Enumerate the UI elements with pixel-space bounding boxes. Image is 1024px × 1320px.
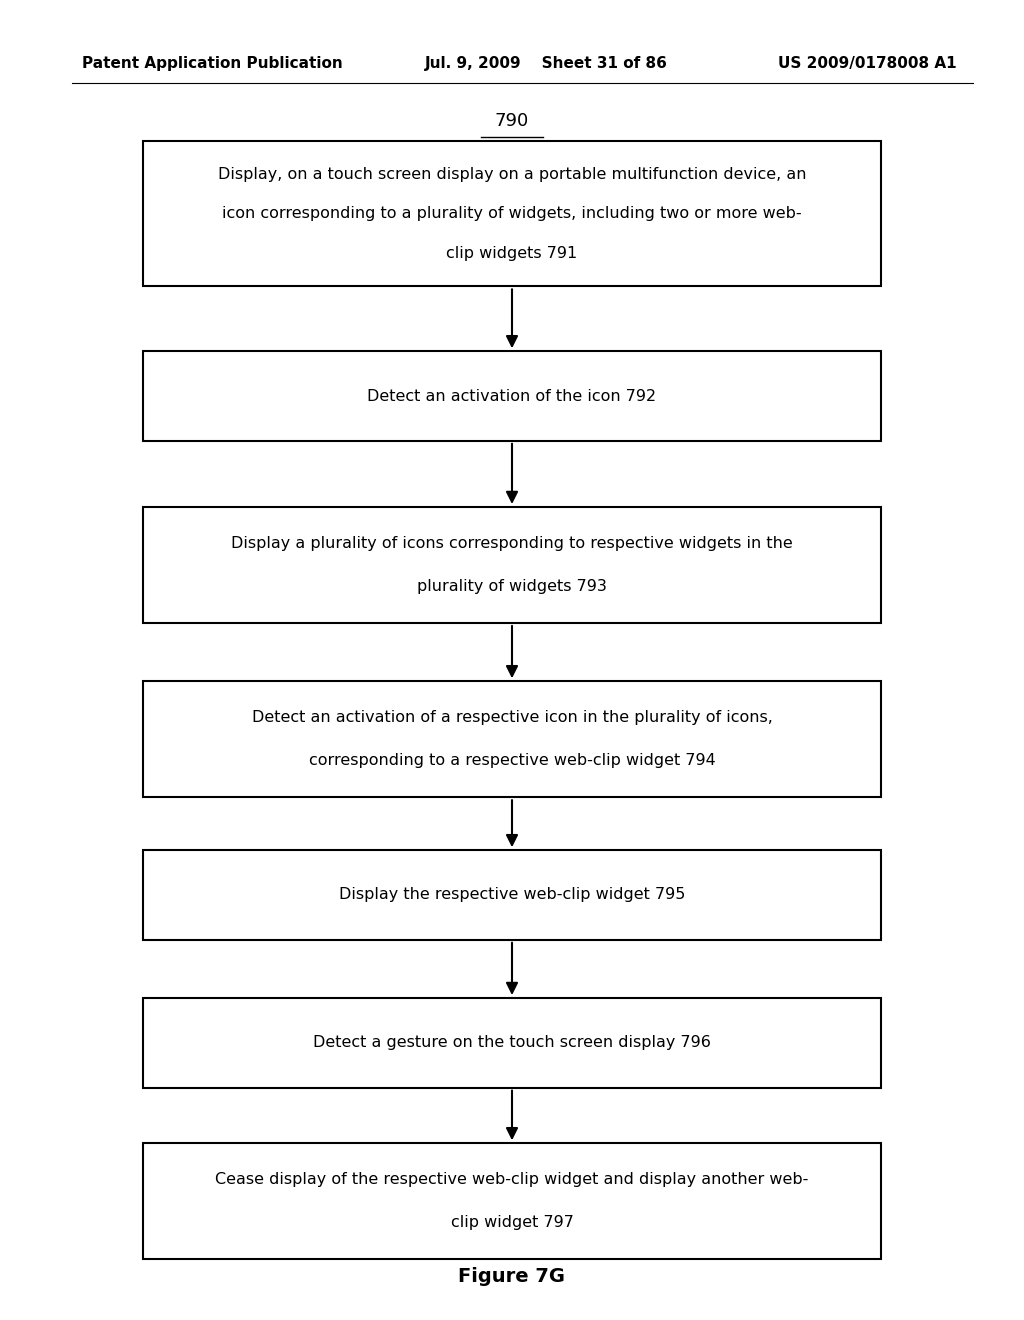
Text: Display the respective web-clip widget 795: Display the respective web-clip widget 7… <box>339 887 685 903</box>
Text: Detect a gesture on the touch screen display 796: Detect a gesture on the touch screen dis… <box>313 1035 711 1051</box>
Text: 790: 790 <box>495 112 529 131</box>
Text: Cease display of the respective web-clip widget and display another web-: Cease display of the respective web-clip… <box>215 1172 809 1187</box>
Text: Display a plurality of icons corresponding to respective widgets in the: Display a plurality of icons correspondi… <box>231 536 793 550</box>
Text: clip widget 797: clip widget 797 <box>451 1216 573 1230</box>
Text: Jul. 9, 2009    Sheet 31 of 86: Jul. 9, 2009 Sheet 31 of 86 <box>425 55 668 71</box>
Text: clip widgets 791: clip widgets 791 <box>446 246 578 261</box>
Bar <box>143 351 881 441</box>
Bar <box>143 998 881 1088</box>
Text: Patent Application Publication: Patent Application Publication <box>82 55 343 71</box>
Text: corresponding to a respective web-clip widget 794: corresponding to a respective web-clip w… <box>308 754 716 768</box>
Bar <box>143 681 881 797</box>
Text: icon corresponding to a plurality of widgets, including two or more web-: icon corresponding to a plurality of wid… <box>222 206 802 222</box>
Text: Detect an activation of the icon 792: Detect an activation of the icon 792 <box>368 388 656 404</box>
Text: US 2009/0178008 A1: US 2009/0178008 A1 <box>778 55 956 71</box>
Bar <box>143 141 881 286</box>
Text: Display, on a touch screen display on a portable multifunction device, an: Display, on a touch screen display on a … <box>218 166 806 182</box>
Bar <box>143 507 881 623</box>
Text: Detect an activation of a respective icon in the plurality of icons,: Detect an activation of a respective ico… <box>252 710 772 725</box>
Text: plurality of widgets 793: plurality of widgets 793 <box>417 579 607 594</box>
Bar <box>143 1143 881 1259</box>
Text: Figure 7G: Figure 7G <box>459 1267 565 1286</box>
Bar <box>143 850 881 940</box>
